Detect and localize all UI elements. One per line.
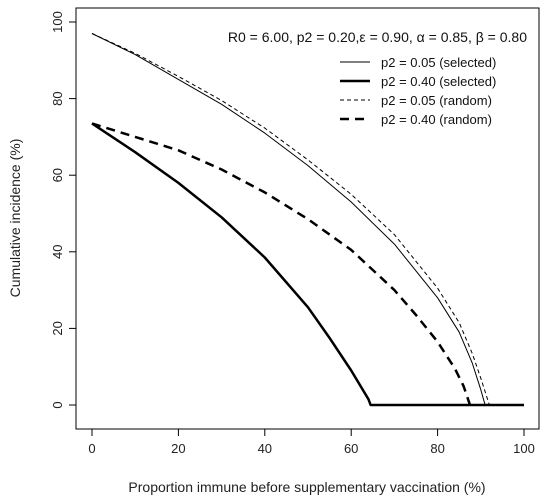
series-line-1: [91, 33, 524, 406]
y-axis: 0 20 40 60 80 100: [50, 11, 76, 409]
legend-label: p2 = 0.05 (selected): [381, 55, 496, 70]
x-tick-label: 20: [171, 441, 185, 456]
x-tick-label: 80: [430, 441, 444, 456]
legend-label: p2 = 0.05 (random): [381, 93, 492, 108]
legend: p2 = 0.05 (selected) p2 = 0.40 (selected)…: [340, 55, 496, 127]
x-tick-label: 0: [88, 441, 95, 456]
y-tick-label: 40: [50, 245, 65, 259]
plot-frame: [75, 7, 540, 430]
y-axis-label: Cumulative incidence (%): [7, 139, 23, 298]
series-line-4: [91, 122, 472, 406]
x-tick-label: 60: [344, 441, 358, 456]
x-axis: 0 20 40 60 80 100: [88, 429, 535, 456]
series-layer: [91, 33, 524, 407]
x-tick-label: 100: [513, 441, 535, 456]
y-tick-label: 80: [50, 91, 65, 105]
series-line-3: [91, 33, 524, 406]
y-tick-label: 100: [50, 11, 65, 33]
y-tick-label: 0: [50, 401, 65, 408]
series-line-2: [91, 122, 524, 407]
y-tick-label: 60: [50, 168, 65, 182]
chart-annotation: R0 = 6.00, p2 = 0.20,ε = 0.90, α = 0.85,…: [228, 29, 527, 45]
y-tick-label: 20: [50, 321, 65, 335]
legend-label: p2 = 0.40 (selected): [381, 74, 496, 89]
x-tick-label: 40: [258, 441, 272, 456]
x-axis-label: Proportion immune before supplementary v…: [128, 479, 485, 495]
legend-label: p2 = 0.40 (random): [381, 112, 492, 127]
